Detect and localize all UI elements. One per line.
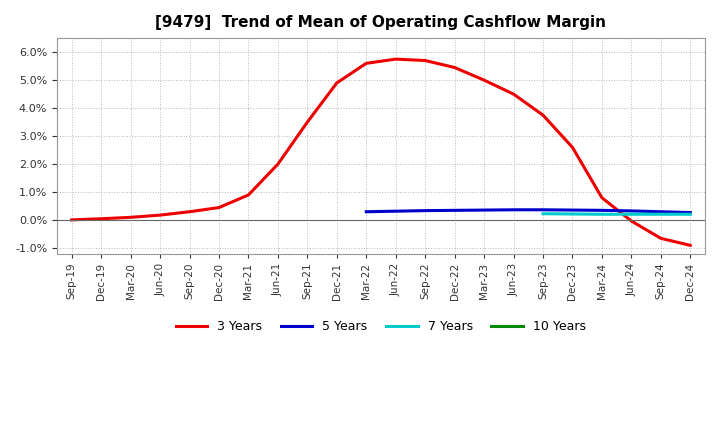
Legend: 3 Years, 5 Years, 7 Years, 10 Years: 3 Years, 5 Years, 7 Years, 10 Years bbox=[171, 315, 590, 338]
Title: [9479]  Trend of Mean of Operating Cashflow Margin: [9479] Trend of Mean of Operating Cashfl… bbox=[156, 15, 606, 30]
